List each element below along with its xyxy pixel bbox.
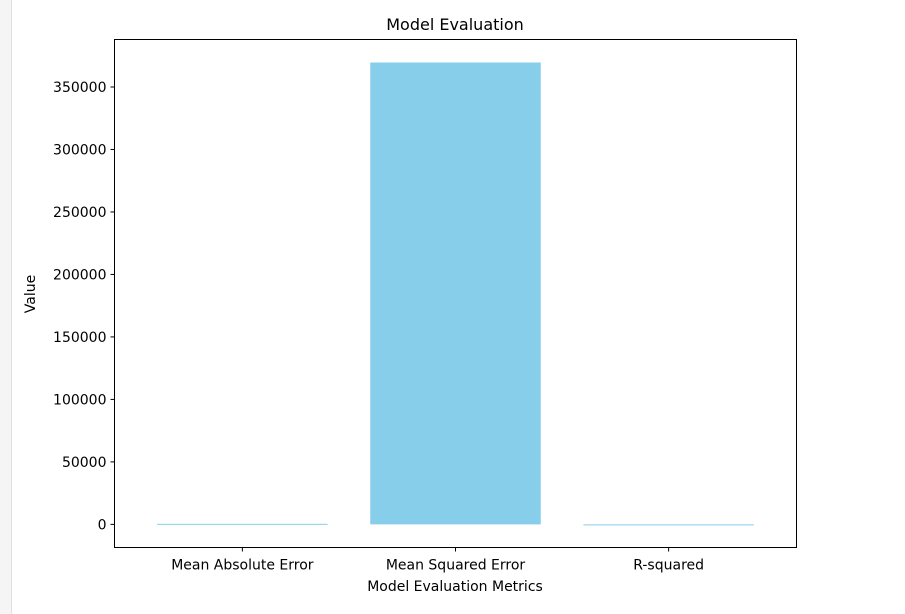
- x-tick-label: Mean Squared Error: [386, 558, 526, 574]
- y-tick-label: 150000: [53, 330, 106, 346]
- bar-1: [370, 62, 541, 525]
- y-axis-label: Value: [23, 275, 39, 313]
- y-tick-label: 50000: [62, 455, 107, 471]
- bar-0: [157, 523, 328, 525]
- notebook-gutter: [0, 0, 12, 614]
- y-tick-label: 100000: [53, 392, 106, 408]
- y-axis: 0 50000 100000 150000 200000 250000 300000 3500…: [53, 80, 115, 533]
- bars-group: [157, 62, 754, 526]
- x-axis: Mean Absolute Error Mean Squared Error R-s…: [171, 547, 704, 574]
- x-tick-label: Mean Absolute Error: [171, 558, 314, 574]
- x-axis-label: Model Evaluation Metrics: [367, 579, 543, 595]
- chart-title: Model Evaluation: [386, 15, 524, 34]
- y-tick-label: 0: [98, 517, 107, 533]
- y-tick-label: 200000: [53, 267, 106, 283]
- plot-frame: [114, 39, 797, 548]
- bar-2: [583, 524, 754, 526]
- y-tick-label: 250000: [53, 205, 106, 221]
- x-tick-label: R-squared: [633, 558, 704, 574]
- y-tick-label: 350000: [53, 80, 106, 96]
- y-tick-label: 300000: [53, 142, 106, 158]
